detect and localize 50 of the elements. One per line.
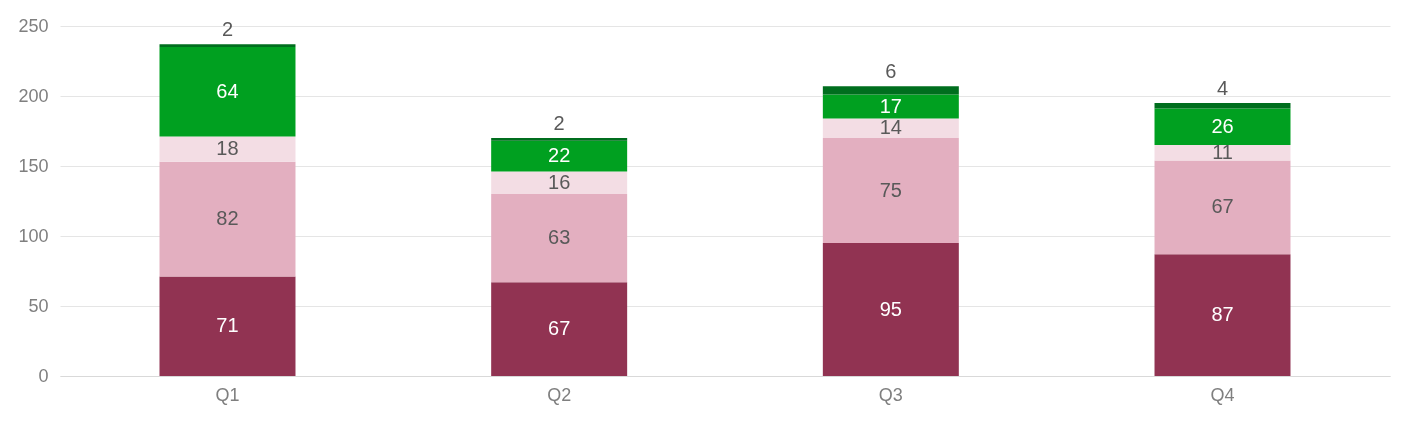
data-label: 95 bbox=[879, 297, 902, 320]
data-label: 71 bbox=[216, 314, 239, 337]
data-label: 67 bbox=[1211, 195, 1234, 218]
y-tick-label: 100 bbox=[18, 225, 49, 246]
bar bbox=[491, 171, 628, 194]
data-label: 17 bbox=[879, 94, 902, 117]
data-label: 18 bbox=[216, 137, 239, 160]
x-tick-label: Q4 bbox=[1210, 384, 1235, 405]
data-label: 16 bbox=[548, 170, 571, 193]
x-tick-label: Q2 bbox=[547, 384, 572, 405]
x-tick-label: Q3 bbox=[878, 384, 903, 405]
data-label: 82 bbox=[216, 207, 239, 230]
bar bbox=[159, 136, 296, 162]
y-tick-label: 200 bbox=[18, 85, 49, 106]
bar bbox=[1154, 160, 1291, 255]
data-label: 2 bbox=[221, 18, 234, 41]
bar bbox=[1154, 108, 1291, 145]
y-tick-label: 50 bbox=[28, 295, 49, 316]
y-tick-label: 0 bbox=[38, 365, 49, 386]
y-tick-label: 250 bbox=[18, 15, 49, 36]
bar bbox=[1154, 103, 1291, 109]
x-tick-label: Q1 bbox=[215, 384, 240, 405]
bar bbox=[491, 140, 628, 172]
data-label: 11 bbox=[1212, 140, 1233, 163]
data-label: 14 bbox=[879, 116, 902, 139]
data-label: 63 bbox=[548, 226, 571, 249]
data-label: 64 bbox=[216, 79, 239, 102]
bar bbox=[159, 47, 296, 137]
bar bbox=[159, 161, 296, 277]
bar bbox=[491, 194, 628, 283]
data-label: 6 bbox=[885, 60, 897, 83]
bar bbox=[822, 94, 959, 119]
bar bbox=[491, 282, 628, 376]
data-label: 22 bbox=[548, 144, 571, 167]
y-tick-label: 150 bbox=[18, 155, 49, 176]
bar bbox=[1154, 145, 1291, 161]
bar bbox=[822, 86, 959, 95]
bar bbox=[822, 118, 959, 138]
data-label: 67 bbox=[548, 317, 571, 340]
bar bbox=[1154, 254, 1291, 376]
data-label: 87 bbox=[1211, 303, 1234, 326]
bar bbox=[159, 276, 296, 376]
bar bbox=[491, 138, 628, 141]
data-label: 26 bbox=[1211, 114, 1234, 137]
data-label: 4 bbox=[1216, 77, 1229, 99]
data-label: 2 bbox=[553, 112, 565, 134]
bar bbox=[822, 138, 959, 243]
bar bbox=[822, 243, 959, 376]
data-label: 75 bbox=[879, 178, 902, 201]
bar bbox=[159, 44, 296, 47]
